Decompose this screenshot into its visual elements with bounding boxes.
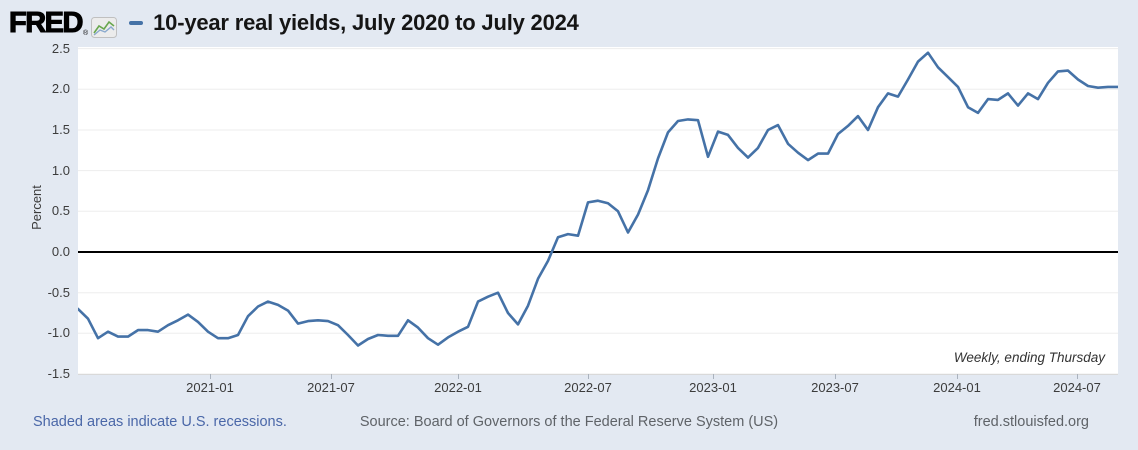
x-tick-label: 2021-07 [307,380,355,395]
line-chart-svg [78,48,1118,374]
fred-logo-text: FRED [8,6,84,39]
x-tick-label: 2021-01 [186,380,234,395]
y-tick-label: 2.0 [51,81,70,97]
y-tick-label: 1.5 [51,121,70,137]
plot-area[interactable]: Weekly, ending Thursday [78,47,1118,375]
y-tick-label: 2.5 [51,40,70,56]
x-tick-mark [1077,374,1078,379]
chart-footer: Shaded areas indicate U.S. recessions. S… [0,411,1138,435]
y-tick-label: -1.5 [47,366,70,381]
fred-logo[interactable]: FRED ® [8,6,118,39]
x-tick-mark [210,374,211,379]
x-tick-label: 2022-07 [564,380,612,395]
x-tick-label: 2024-01 [933,380,981,395]
y-tick-label: 0.0 [51,243,70,259]
x-tick-mark [835,374,836,379]
fred-sparkline-icon [91,16,118,38]
series-legend-dash-icon [129,21,144,25]
x-tick-mark [713,374,714,379]
y-tick-label: 1.0 [51,162,70,178]
chart-title: 10-year real yields, July 2020 to July 2… [153,10,579,35]
frequency-annotation: Weekly, ending Thursday [953,350,1105,365]
y-tick-label: 0.5 [51,203,70,219]
registered-mark-icon: ® [82,29,89,37]
x-tick-label: 2023-01 [689,380,737,395]
recessions-link[interactable]: Shaded areas indicate U.S. recessions. [33,414,287,430]
y-tick-label: -1.0 [47,325,70,341]
fred-site-link[interactable]: fred.stlouisfed.org [973,414,1089,430]
y-tick-label: -0.5 [47,284,70,300]
chart-header: FRED ® 10-year real yields, July 2020 to… [0,0,1138,46]
x-tick-mark [588,374,589,379]
x-tick-mark [458,374,459,379]
x-tick-mark [957,374,958,379]
x-tick-label: 2024-07 [1053,380,1101,395]
source-text: Source: Board of Governors of the Federa… [359,414,779,430]
x-tick-label: 2023-07 [811,380,859,395]
x-tick-label: 2022-01 [434,380,482,395]
x-tick-mark [331,374,332,379]
